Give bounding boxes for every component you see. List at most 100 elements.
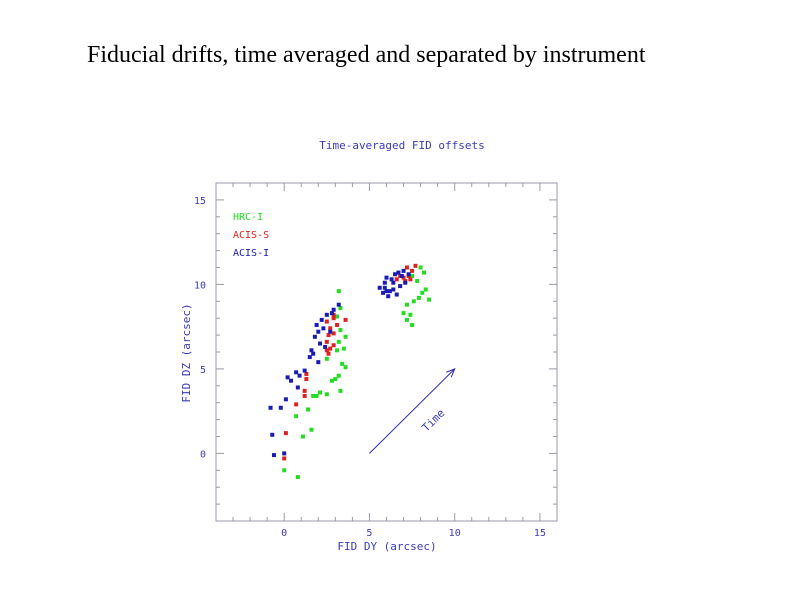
- data-point-hrc-i: [343, 365, 348, 370]
- data-point-hrc-i: [336, 339, 341, 344]
- data-point-acis-i: [314, 322, 319, 327]
- data-point-hrc-i: [343, 334, 348, 339]
- x-axis-label: FID DY (arcsec): [337, 540, 436, 553]
- data-point-acis-s: [326, 351, 331, 356]
- data-point-acis-s: [324, 348, 329, 353]
- data-point-acis-i: [270, 432, 275, 437]
- data-point-hrc-i: [420, 290, 425, 295]
- data-point-acis-i: [377, 285, 382, 290]
- data-point-acis-i: [396, 270, 401, 275]
- data-point-hrc-i: [418, 265, 423, 270]
- data-point-acis-i: [381, 290, 386, 295]
- data-point-hrc-i: [294, 414, 299, 419]
- data-point-acis-i: [328, 329, 333, 334]
- data-point-acis-i: [316, 360, 321, 365]
- x-tick-label: 5: [366, 528, 372, 539]
- x-tick-label: 10: [449, 528, 461, 539]
- data-point-acis-i: [384, 275, 389, 280]
- data-point-hrc-i: [336, 373, 341, 378]
- data-point-acis-i: [318, 341, 323, 346]
- data-point-acis-s: [328, 326, 333, 331]
- data-point-acis-i: [387, 289, 392, 294]
- data-point-hrc-i: [318, 390, 323, 395]
- axis-ticks: [215, 182, 558, 522]
- data-point-acis-s: [404, 265, 409, 270]
- data-point-hrc-i: [410, 273, 415, 278]
- time-arrow-head: [446, 367, 456, 378]
- data-point-acis-s: [328, 346, 333, 351]
- data-point-hrc-i: [416, 295, 421, 300]
- data-point-acis-i: [289, 378, 294, 383]
- data-point-acis-i: [336, 302, 341, 307]
- data-point-hrc-i: [324, 392, 329, 397]
- data-point-acis-i: [329, 311, 334, 316]
- data-point-acis-i: [278, 405, 283, 410]
- data-point-acis-i: [389, 277, 394, 282]
- time-arrow: Time: [369, 367, 456, 454]
- data-point-hrc-i: [423, 287, 428, 292]
- data-point-acis-i: [311, 351, 316, 356]
- data-point-acis-i: [312, 334, 317, 339]
- data-point-acis-i: [406, 272, 411, 277]
- data-point-acis-i: [268, 405, 273, 410]
- data-point-hrc-i: [404, 317, 409, 322]
- legend-entry-acis-i: ACIS-I: [233, 248, 269, 259]
- data-point-acis-i: [331, 307, 336, 312]
- tick-labels: 0 5 10 15 0 5 10 15: [194, 196, 546, 539]
- data-point-acis-s: [326, 333, 331, 338]
- y-axis-label: FID DZ (arcsec): [180, 303, 193, 402]
- data-point-hrc-i: [410, 322, 415, 327]
- y-tick-label: 15: [194, 196, 206, 207]
- data-point-acis-i: [401, 268, 406, 273]
- data-point-acis-i: [394, 292, 399, 297]
- data-point-acis-i: [319, 317, 324, 322]
- data-point-acis-s: [283, 431, 288, 436]
- y-tick-label: 5: [200, 365, 206, 376]
- data-point-hrc-i: [282, 468, 287, 473]
- data-point-hrc-i: [341, 346, 346, 351]
- y-tick-label: 10: [194, 280, 206, 291]
- data-point-acis-i: [403, 280, 408, 285]
- time-arrow-line: [369, 368, 456, 454]
- legend-entry-acis-s: ACIS-S: [233, 230, 269, 241]
- data-point-acis-s: [302, 388, 307, 393]
- data-point-acis-i: [382, 285, 387, 290]
- data-point-acis-i: [285, 375, 290, 380]
- data-point-hrc-i: [338, 388, 343, 393]
- data-point-hrc-i: [411, 299, 416, 304]
- slide-title: Fiducial drifts, time averaged and separ…: [87, 42, 646, 68]
- data-point-hrc-i: [340, 361, 345, 366]
- data-point-acis-i: [295, 385, 300, 390]
- data-point-acis-i: [309, 348, 314, 353]
- data-point-acis-i: [391, 287, 396, 292]
- data-point-hrc-i: [422, 270, 427, 275]
- data-point-acis-i: [294, 370, 299, 375]
- data-point-acis-i: [271, 453, 276, 458]
- data-point-acis-s: [294, 402, 299, 407]
- data-point-acis-i: [283, 397, 288, 402]
- legend-entry-hrc-i: HRC-I: [233, 212, 263, 223]
- data-point-acis-s: [413, 263, 418, 268]
- data-point-acis-s: [331, 316, 336, 321]
- data-point-hrc-i: [408, 312, 413, 317]
- data-point-acis-s: [304, 371, 309, 376]
- data-point-hrc-i: [324, 356, 329, 361]
- data-point-acis-i: [393, 272, 398, 277]
- data-point-hrc-i: [311, 393, 316, 398]
- data-point-acis-i: [398, 284, 403, 289]
- data-point-acis-i: [386, 294, 391, 299]
- data-point-acis-i: [307, 355, 312, 360]
- data-point-acis-i: [399, 273, 404, 278]
- data-point-hrc-i: [404, 302, 409, 307]
- data-point-acis-i: [297, 373, 302, 378]
- data-point-hrc-i: [336, 289, 341, 294]
- data-point-hrc-i: [306, 407, 311, 412]
- data-point-hrc-i: [329, 378, 334, 383]
- x-tick-label: 0: [281, 528, 287, 539]
- data-point-acis-i: [382, 280, 387, 285]
- data-point-hrc-i: [338, 328, 343, 333]
- data-point-acis-s: [302, 393, 307, 398]
- data-point-hrc-i: [300, 434, 305, 439]
- data-point-acis-s: [282, 456, 287, 461]
